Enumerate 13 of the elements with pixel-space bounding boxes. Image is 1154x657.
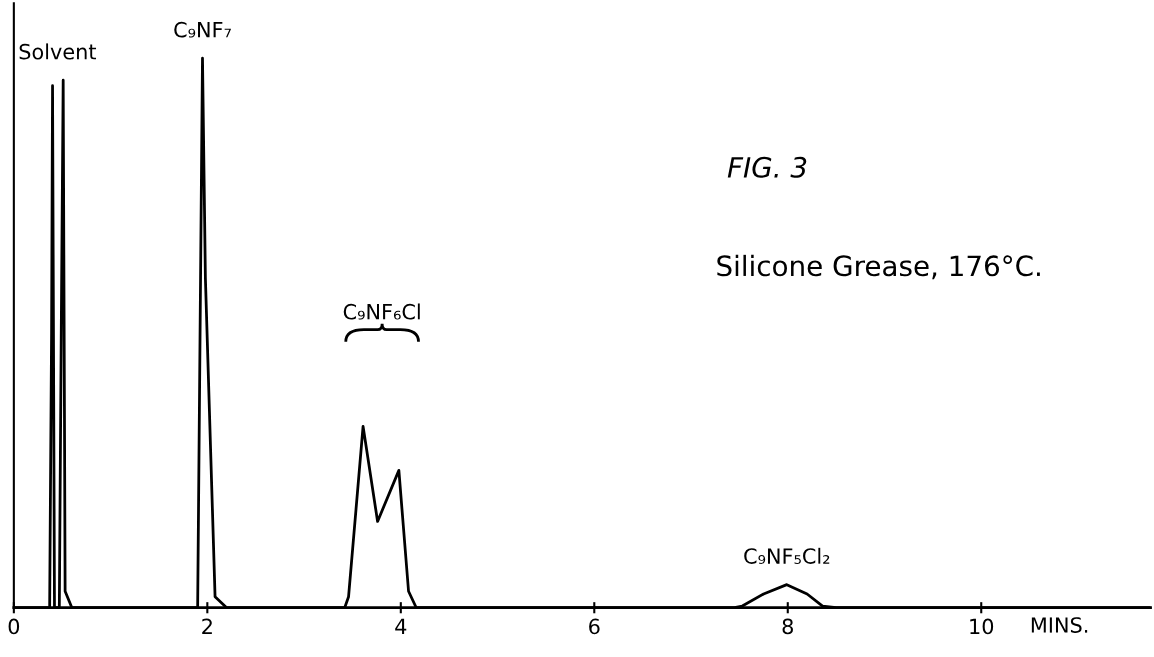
text: FIG. 3 xyxy=(727,156,807,178)
x-tick-label: 0 xyxy=(8,618,20,635)
x-tick-label: 2 xyxy=(202,618,212,634)
x-tick-label: 8 xyxy=(782,618,793,635)
annotation: Solvent xyxy=(19,43,97,60)
x-axis-title: MINS. xyxy=(1031,617,1088,633)
annotation: C₉NF₇ xyxy=(174,21,231,38)
annotation: C₉NF₅Cl₂ xyxy=(744,547,830,564)
x-tick-label: 4 xyxy=(395,618,407,634)
x-tick-label: 6 xyxy=(589,618,600,635)
annotation: C₉NF₆Cl xyxy=(343,303,420,320)
x-tick-label: 10 xyxy=(970,618,994,635)
text: Silicone Grease, 176°C. xyxy=(717,254,1040,280)
